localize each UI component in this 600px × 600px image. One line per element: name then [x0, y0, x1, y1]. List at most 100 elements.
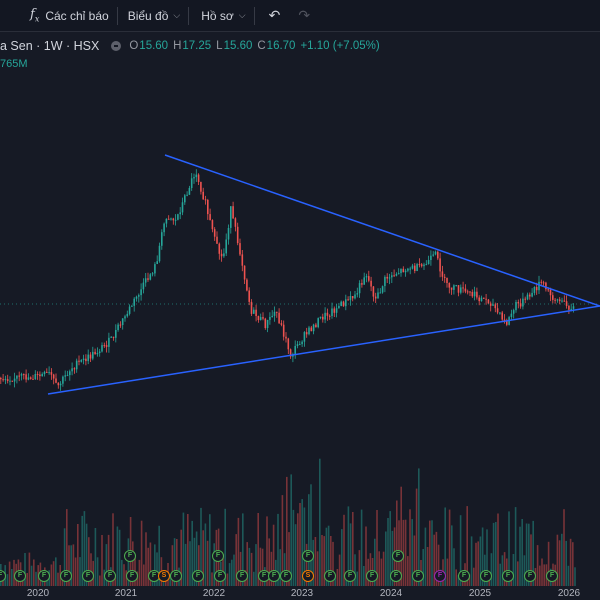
volume-bar: [385, 531, 387, 586]
volume-bar: [231, 559, 233, 586]
candle-body: [115, 330, 117, 338]
candle-body: [492, 304, 494, 306]
candle-body: [177, 214, 179, 220]
candle-body: [402, 268, 405, 273]
volume-bar: [24, 553, 26, 586]
volume-bar: [162, 570, 165, 586]
redo-button[interactable]: ↷: [288, 0, 318, 32]
profile-menu[interactable]: Hồ sơ ⌵: [189, 0, 253, 32]
volume-bar: [459, 515, 462, 586]
candle-body: [356, 293, 359, 295]
candle-body: [29, 377, 32, 379]
volume-bar: [341, 529, 343, 586]
high-value: 17.25: [182, 40, 212, 52]
volume-bar: [279, 549, 281, 586]
candle-body: [391, 275, 393, 278]
function-icon: fx: [30, 7, 40, 24]
volume-bar: [561, 533, 563, 586]
volume-bar: [8, 561, 11, 586]
volume-bar: [4, 565, 6, 586]
volume-bar: [283, 553, 286, 586]
candle-body: [418, 264, 421, 266]
candle-body: [301, 341, 303, 345]
candle-body: [547, 289, 549, 291]
volume-value: 765M: [0, 58, 28, 70]
chart-type-menu[interactable]: Biểu đồ ⌵: [118, 0, 189, 32]
volume-bar: [545, 564, 548, 586]
volume-bar: [217, 528, 220, 586]
volume-bar: [121, 559, 123, 586]
volume-bar: [431, 520, 433, 586]
volume-bar: [26, 573, 28, 586]
volume-bar: [154, 544, 156, 586]
volume-bar: [468, 574, 471, 586]
volume-bar: [455, 569, 457, 586]
candle-body: [23, 374, 25, 376]
candle-body: [310, 327, 313, 332]
x-tick-label: 2021: [114, 588, 138, 599]
visibility-icon[interactable]: [111, 41, 122, 51]
volume-bar: [387, 518, 389, 586]
volume-bar: [479, 536, 482, 586]
candle-body: [420, 264, 423, 267]
volume-bar: [30, 565, 33, 586]
candle-body: [103, 345, 106, 347]
candle-body: [545, 282, 547, 290]
volume-bar: [44, 567, 46, 586]
volume-bar: [365, 526, 367, 586]
candle-body: [572, 306, 575, 309]
volume-bar: [517, 561, 519, 586]
volume-bar: [565, 540, 567, 586]
candle-body: [349, 296, 352, 301]
volume-bar: [2, 573, 4, 586]
symbol-title[interactable]: a Sen · 1W · HSX: [0, 39, 100, 53]
candle-body: [174, 219, 177, 221]
volume-bar: [490, 553, 493, 586]
volume-bar: [189, 541, 191, 586]
candle-body: [108, 337, 110, 347]
volume-bar: [220, 562, 222, 586]
candle-body: [117, 324, 119, 330]
candle-body: [135, 296, 138, 299]
volume-bar: [470, 536, 473, 586]
candle-body: [324, 312, 326, 320]
volume-bar: [171, 545, 174, 586]
indicators-button[interactable]: fx Các chỉ báo: [0, 0, 117, 32]
price-chart[interactable]: [0, 32, 600, 586]
volume-bar: [149, 542, 152, 586]
undo-button[interactable]: ↶: [255, 0, 289, 32]
candle-body: [561, 300, 563, 302]
candle-body: [379, 292, 382, 294]
volume-bar: [411, 519, 413, 586]
candle-body: [11, 380, 14, 382]
volume-bar: [68, 545, 70, 586]
candle-body: [496, 308, 499, 313]
candle-body: [220, 253, 223, 257]
candle-body: [529, 294, 531, 297]
volume-bar: [336, 569, 339, 586]
candle-body: [82, 358, 85, 360]
volume-bar: [508, 511, 510, 586]
candle-body: [138, 295, 140, 297]
volume-bar: [374, 538, 376, 586]
candle-body: [96, 353, 99, 355]
volume-bar: [101, 535, 103, 586]
candle-body: [515, 302, 517, 311]
volume-bar: [257, 513, 259, 586]
volume-bar: [552, 563, 554, 586]
candle-body: [517, 302, 520, 304]
candle-body: [172, 218, 175, 221]
upper-trendline: [164, 154, 600, 307]
volume-bar: [37, 565, 39, 586]
candle-body: [213, 229, 216, 237]
candle-body: [236, 226, 239, 244]
toolbar-divider: [116, 6, 118, 25]
volume-bar: [70, 545, 72, 586]
volume-bar: [209, 514, 211, 586]
volume-bar: [402, 519, 405, 586]
volume-bar: [266, 516, 268, 586]
volume-bar: [453, 548, 455, 586]
volume-bar: [418, 468, 420, 586]
volume-bar: [547, 541, 550, 586]
candle-body: [462, 287, 464, 289]
